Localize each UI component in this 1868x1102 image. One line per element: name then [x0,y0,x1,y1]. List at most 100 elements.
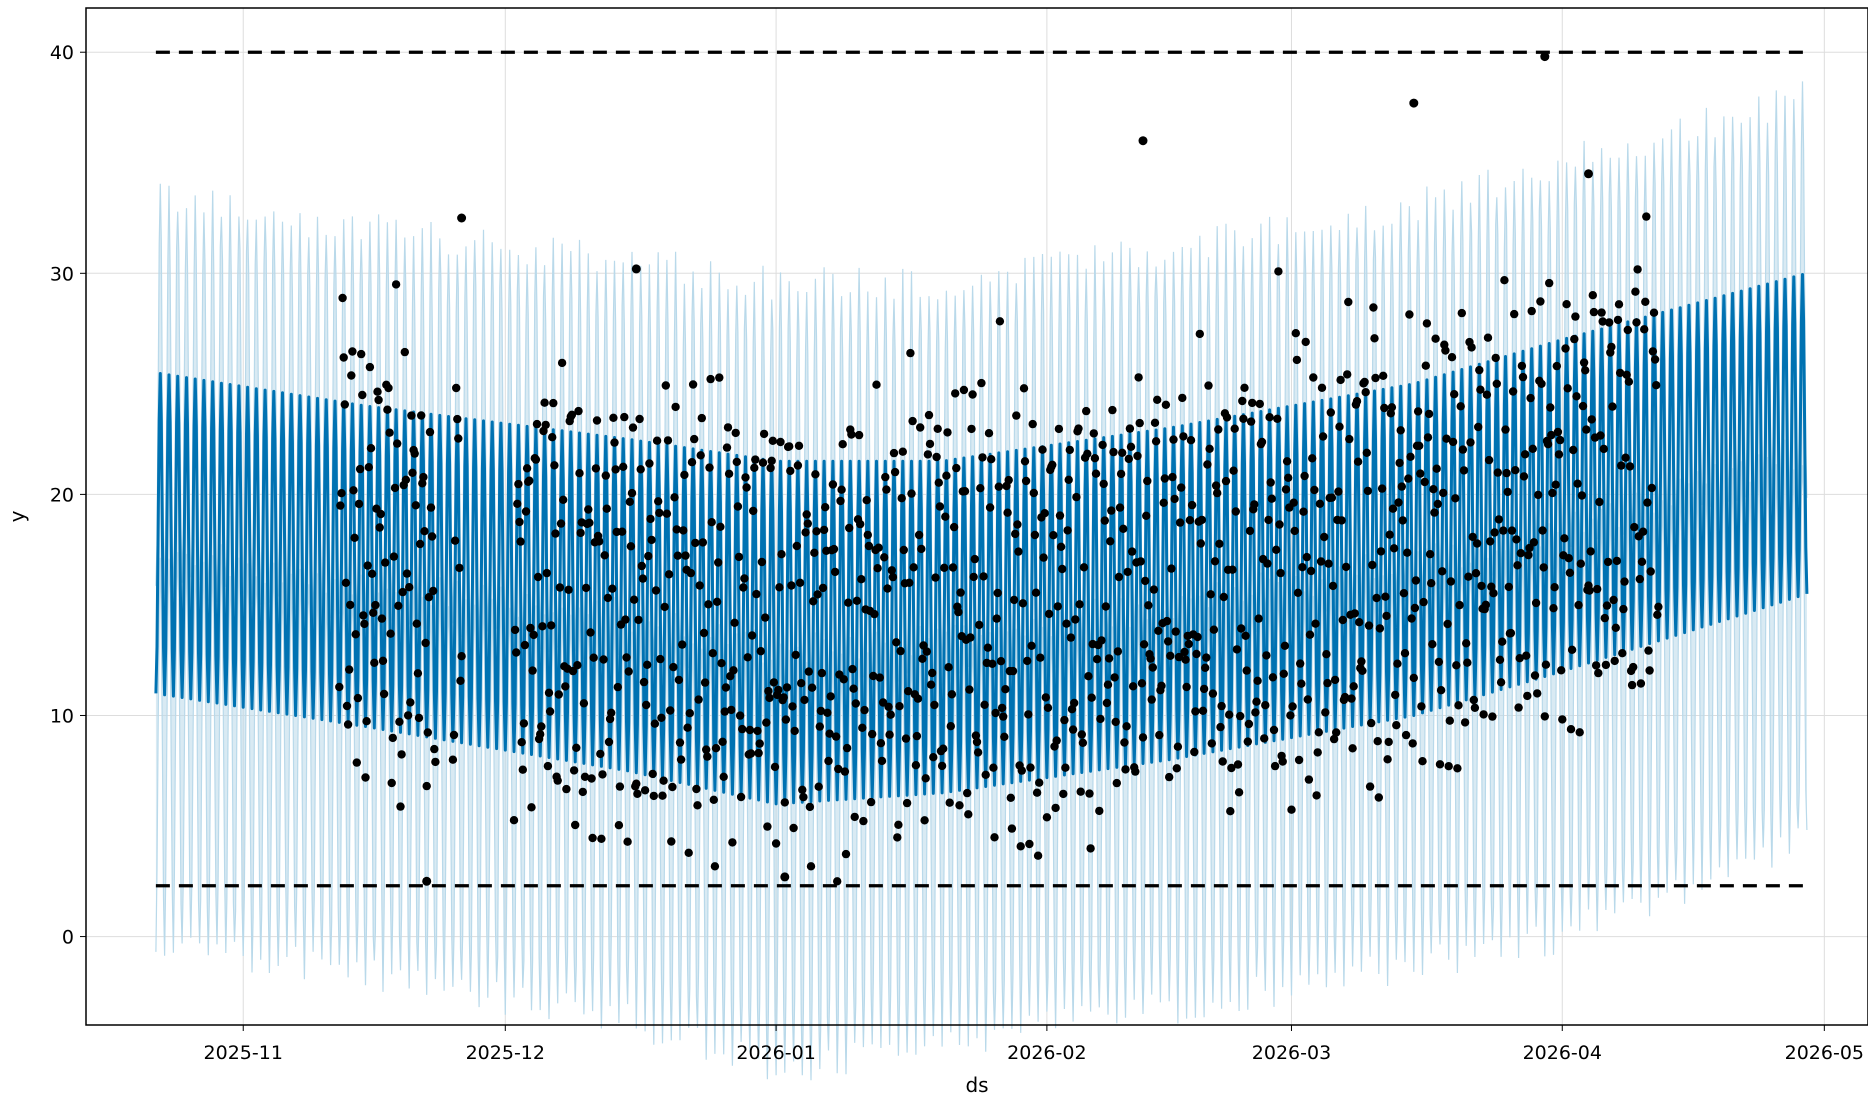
observation-point [454,434,463,443]
observation-point [1395,458,1404,468]
observation-point [579,699,589,708]
observation-point [948,563,958,572]
observation-point [870,609,879,619]
observation-point [842,743,852,753]
plot-frame [85,7,1868,1026]
observation-point [1266,478,1275,487]
observation-point [1376,547,1386,556]
observation-point [1115,503,1125,512]
observation-point [763,822,772,831]
observation-point [1469,695,1479,705]
observation-point [1043,703,1053,712]
observation-point [1327,493,1337,502]
observation-point [1530,671,1540,680]
observation-point [881,472,890,482]
observation-point [829,544,839,554]
x-tick-label: 2026-05 [1785,1042,1864,1064]
observation-point [574,406,583,416]
observation-point [1398,516,1408,525]
observation-point [351,630,360,639]
observation-point [1332,728,1341,737]
observation-point [1429,485,1438,494]
observation-point [1579,358,1589,367]
observation-point [1214,425,1223,434]
observation-point [1630,522,1639,532]
observation-point [408,468,417,477]
y-tick-label: 0 [62,927,74,949]
observation-point [1083,449,1092,458]
observation-point [1246,417,1256,426]
observation-point [923,450,933,459]
observation-point [1205,444,1214,453]
observation-point [1026,763,1035,772]
observation-point [1254,614,1263,623]
observation-point [1075,600,1084,609]
observation-point [1207,739,1217,748]
observation-point [715,373,724,382]
observation-point [1383,755,1392,764]
observation-point [541,420,550,430]
observation-point [740,574,749,583]
observation-point [1557,666,1566,675]
observation-point [1118,448,1127,457]
observation-point [1573,479,1582,488]
observation-point [811,470,820,479]
observation-point [381,558,390,567]
observation-point [1338,615,1348,625]
observation-point [1077,730,1087,739]
observation-point [1431,334,1440,343]
observation-point [1487,582,1496,591]
observation-point [1596,431,1605,440]
observation-point [1195,329,1205,339]
observation-point [452,383,461,393]
observation-point [1336,375,1345,385]
observation-point [688,380,698,389]
observation-point [1238,396,1247,406]
observation-point [1261,701,1270,710]
observation-point [707,518,716,527]
observation-point [1363,486,1373,496]
observation-point [864,541,874,551]
observation-point [1493,468,1503,477]
observation-point [1375,624,1385,633]
observation-point [799,792,808,802]
observation-point [856,519,865,529]
observation-point [571,820,580,830]
observation-point [345,665,354,674]
observation-point [722,443,732,452]
observation-point [510,625,520,635]
observation-point [819,525,829,535]
observation-point [1312,791,1321,800]
observation-point [562,784,571,794]
observation-point [1540,52,1550,62]
observation-point [376,509,385,519]
observation-point [1001,685,1010,694]
observation-point [1008,666,1018,676]
observation-point [1122,722,1131,731]
observation-point [775,583,784,592]
observation-point [876,739,886,748]
observation-point [1091,469,1101,478]
observation-point [1399,589,1409,598]
observation-point [666,706,675,715]
observation-point [424,593,434,602]
observation-point [769,678,779,687]
uncertainty-upper [155,81,1808,709]
observation-point [1109,447,1118,457]
observation-point [892,638,901,647]
observation-point [1053,602,1063,611]
observation-point [387,778,396,788]
observation-point [587,774,596,783]
observation-point [824,756,833,766]
observation-point [753,726,762,736]
observation-point [1134,373,1143,382]
observation-point [405,583,414,592]
observation-point [627,488,637,498]
observation-point [899,545,908,555]
observation-point [1098,440,1107,450]
observation-point [766,463,775,473]
observation-point [1153,395,1162,404]
observation-point [1123,567,1132,577]
observation-point [1603,557,1613,567]
observation-point [406,698,415,707]
